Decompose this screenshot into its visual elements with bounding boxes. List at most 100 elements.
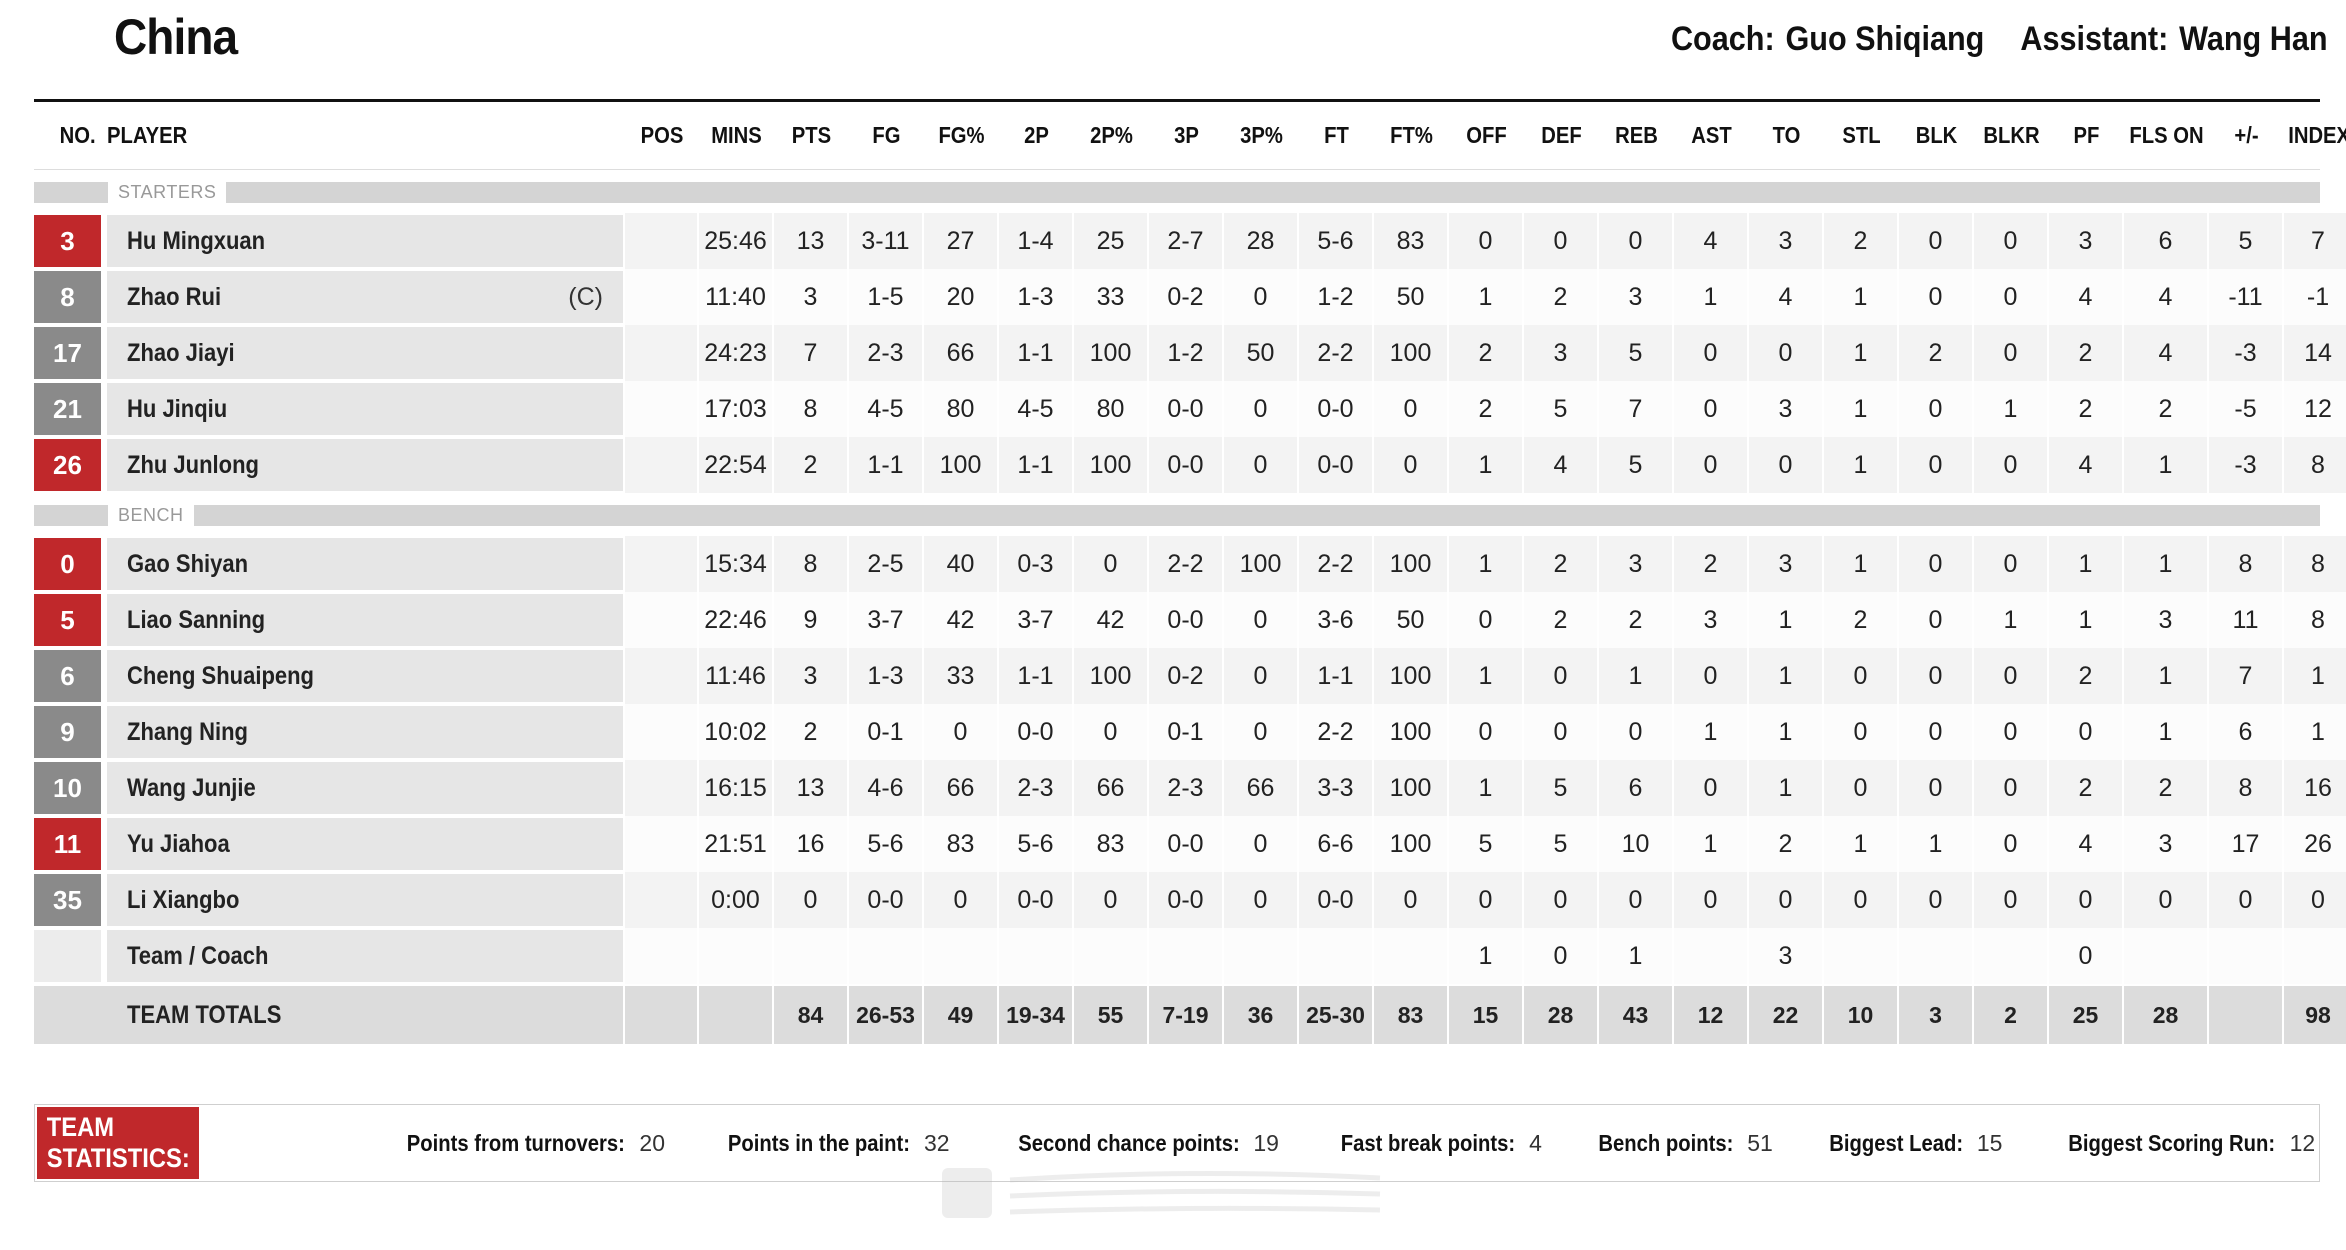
stat-cell: 13 <box>774 760 849 816</box>
totals-stat-cell: 26-53 <box>849 986 924 1044</box>
stat-cell: 6 <box>2124 213 2209 269</box>
stat-cell: 7 <box>2209 648 2284 704</box>
stat-cell: 50 <box>1224 325 1299 381</box>
stat-cell <box>774 928 849 984</box>
stat-cell: 16:15 <box>699 760 774 816</box>
stat-cell: 17 <box>2209 816 2284 872</box>
jersey-number: 10 <box>34 762 101 814</box>
jersey-number: 9 <box>34 706 101 758</box>
stat-cell: 25 <box>1074 213 1149 269</box>
player-name: Zhang Ning <box>127 717 248 746</box>
stat-cell <box>2284 928 2346 984</box>
stat-cell: 3 <box>1599 536 1674 592</box>
stat-cell: 16 <box>2284 760 2346 816</box>
column-header: FT <box>1324 122 1349 148</box>
column-header: 3P% <box>1240 122 1283 148</box>
jersey-number: 11 <box>34 818 101 870</box>
stat-cell: 5 <box>1599 437 1674 493</box>
stat-cell: 3 <box>1674 592 1749 648</box>
stat-cell: 80 <box>1074 381 1149 437</box>
stat-cell: 2 <box>1824 592 1899 648</box>
team-statistics-items: Points from turnovers: 20 Points in the pa… <box>377 1130 2346 1157</box>
stat-cell: 0 <box>1974 872 2049 928</box>
stat-cell <box>1374 928 1449 984</box>
stat-cell <box>625 872 699 928</box>
team-stat-value: 4 <box>1529 1129 1542 1156</box>
player-row: Team / Coach 1 0 1 3 0 <box>34 928 2346 984</box>
stat-cell: 8 <box>774 381 849 437</box>
stat-cell: 4 <box>2049 816 2124 872</box>
section-starters-label: STARTERS <box>108 182 227 203</box>
player-row: 26 Zhu Junlong 22:54 2 1-1 100 1-1 100 0-0 0 0-0 0 1… <box>34 437 2346 493</box>
stat-cell <box>625 437 699 493</box>
stat-cell: 1 <box>2284 704 2346 760</box>
stat-cell: 1-1 <box>849 437 924 493</box>
stat-cell: 11:46 <box>699 648 774 704</box>
stat-cell: 3 <box>774 648 849 704</box>
player-cell: Zhu Junlong <box>107 439 625 491</box>
stat-cell: 4 <box>1674 213 1749 269</box>
stat-cell: 1-3 <box>999 269 1074 325</box>
team-statistics-label: TEAM STATISTICS: <box>37 1107 200 1179</box>
stat-cell: 6-6 <box>1299 816 1374 872</box>
stat-cell: 10:02 <box>699 704 774 760</box>
stat-cell: 5 <box>1599 325 1674 381</box>
stat-cell: 25:46 <box>699 213 774 269</box>
stat-cell: 0 <box>1899 760 1974 816</box>
stat-cell: 13 <box>774 213 849 269</box>
jersey-number: 17 <box>34 327 101 379</box>
stat-cell: 4 <box>1749 269 1824 325</box>
stat-cell: -1 <box>2284 269 2346 325</box>
stat-cell: 0 <box>1749 437 1824 493</box>
player-name: Zhao Jiayi <box>127 338 235 367</box>
column-header: FG% <box>938 122 985 148</box>
totals-stat-cell: 22 <box>1749 986 1824 1044</box>
team-stat-value: 15 <box>1976 1129 2003 1156</box>
player-name: Zhao Rui <box>127 282 222 311</box>
stat-cell: 17:03 <box>699 381 774 437</box>
column-header: STL <box>1842 122 1881 148</box>
assistant-label: Assistant: <box>2020 20 2169 58</box>
player-row: 8 Zhao Rui (C) 11:40 3 1-5 20 1-3 33 0-2 0 1-2 50 1 2 3… <box>34 269 2346 325</box>
stat-cell: 100 <box>1374 325 1449 381</box>
stat-cell: 0 <box>1824 704 1899 760</box>
stat-cell: 50 <box>1374 269 1449 325</box>
stat-cell: 7 <box>2284 213 2346 269</box>
totals-stat-cell <box>2209 986 2284 1044</box>
jersey-number: 5 <box>34 594 101 646</box>
stat-cell: 100 <box>1074 648 1149 704</box>
totals-stat-cell: 25-30 <box>1299 986 1374 1044</box>
totals-stat-cell: 12 <box>1674 986 1749 1044</box>
stat-cell: 42 <box>924 592 999 648</box>
team-statistics-bar: TEAM STATISTICS: Points from turnovers: 2… <box>34 1104 2320 1182</box>
stat-cell <box>1674 928 1749 984</box>
stat-cell: 4 <box>2049 437 2124 493</box>
stat-cell: 11 <box>2209 592 2284 648</box>
stat-cell: 3 <box>2049 213 2124 269</box>
column-header: FG <box>872 122 901 148</box>
stat-cell: 100 <box>1374 648 1449 704</box>
stat-cell: 1 <box>2124 437 2209 493</box>
stat-cell: 1 <box>1449 269 1524 325</box>
stat-cell: -3 <box>2209 325 2284 381</box>
stat-cell: 4-5 <box>849 381 924 437</box>
stat-cell: 4 <box>1524 437 1599 493</box>
stat-cell: 0 <box>1599 213 1674 269</box>
stat-cell: 1 <box>2049 536 2124 592</box>
stat-cell: 0 <box>1899 381 1974 437</box>
stat-cell: 0-0 <box>1149 437 1224 493</box>
stat-cell: 10 <box>1599 816 1674 872</box>
player-name: Gao Shiyan <box>127 549 249 578</box>
stat-cell: 1 <box>1449 536 1524 592</box>
stat-cell <box>625 269 699 325</box>
player-name: Wang Junjie <box>127 773 256 802</box>
column-header: +/- <box>2234 122 2259 148</box>
stat-cell: 3 <box>1749 381 1824 437</box>
column-header: OFF <box>1466 122 1507 148</box>
stat-cell: 5 <box>1524 760 1599 816</box>
stat-cell: 2-3 <box>999 760 1074 816</box>
totals-stat-cell: 84 <box>774 986 849 1044</box>
stat-cell: 2-5 <box>849 536 924 592</box>
stat-cell <box>999 928 1074 984</box>
team-name: China <box>114 9 238 65</box>
